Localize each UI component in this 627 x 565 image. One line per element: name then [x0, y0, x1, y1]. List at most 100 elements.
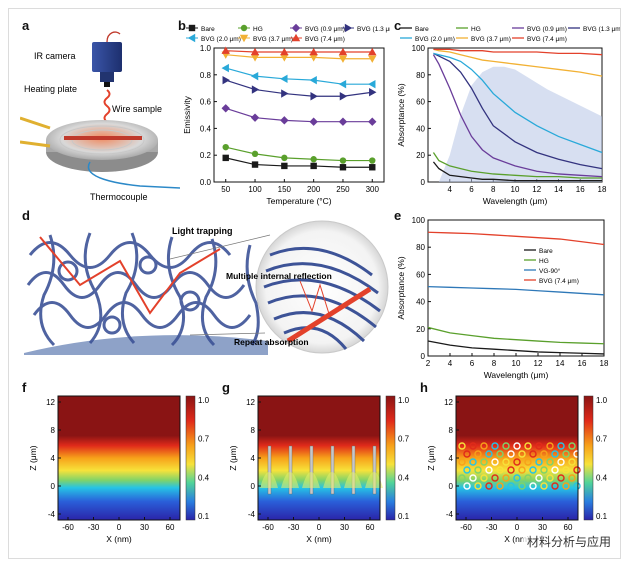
data-point — [281, 89, 289, 98]
field-hotspot — [568, 442, 576, 450]
y-tick-label: 40 — [416, 298, 425, 307]
nanowall — [309, 445, 314, 495]
magnified-view-icon — [255, 220, 389, 354]
series-line — [225, 50, 373, 53]
colorbar-label: 1.0 — [398, 396, 410, 405]
x-axis-label: X (nm) — [306, 534, 332, 544]
lead-wire-icon — [20, 116, 51, 130]
legend-label: HG — [539, 258, 549, 265]
legend-label: VG-90° — [539, 267, 561, 275]
nanowall — [330, 445, 335, 495]
legend-label: Bare — [201, 26, 215, 33]
field-hotspot — [480, 474, 488, 482]
field-hotspot — [551, 466, 559, 474]
legend-label: BVG (7.4 μm) — [527, 36, 567, 43]
panel-label-h: h — [420, 380, 428, 395]
x-axis-label: Wavelength (μm) — [484, 370, 549, 380]
series-line — [225, 54, 373, 60]
data-point — [250, 47, 260, 56]
legend-label: BVG (1.3 μm) — [357, 26, 390, 33]
field-hotspot — [568, 458, 576, 466]
field-hotspot — [513, 442, 521, 450]
field-hotspot — [485, 482, 493, 490]
watermark: 材料分析与应用 — [522, 532, 615, 551]
field-hotspot — [463, 466, 471, 474]
y-tick-label: 20 — [416, 325, 425, 334]
data-point — [369, 164, 376, 171]
panel-label-f: f — [22, 380, 27, 395]
x-tick-label: 30 — [340, 523, 349, 532]
field-hotspot — [463, 450, 471, 458]
x-tick-label: 10 — [511, 185, 520, 194]
y-tick-label: -4 — [48, 510, 56, 519]
field-hotspot — [474, 482, 482, 490]
y-tick-label: -4 — [446, 510, 454, 519]
panel-label-b: b — [178, 18, 186, 33]
legend-marker — [188, 24, 196, 32]
data-point — [339, 164, 347, 171]
legend-marker — [187, 33, 196, 43]
y-tick-label: 12 — [46, 398, 55, 407]
y-tick-label: 4 — [251, 454, 256, 463]
data-point — [222, 143, 229, 151]
legend-marker — [291, 23, 301, 33]
legend-label: Bare — [539, 248, 553, 255]
legend-marker — [240, 24, 248, 32]
field-hotspot — [513, 474, 521, 482]
panel-label-e: e — [394, 208, 402, 223]
nanowall — [267, 445, 272, 495]
field-hotspot — [458, 474, 466, 482]
y-tick-label: 8 — [251, 426, 256, 435]
chart-f: -60 -30 0 30 60 12 8 4 0 -4 X (nm) Z (μm) 1.0 0.7 0.4 0… — [28, 395, 210, 544]
substrate-icon — [24, 335, 268, 355]
x-tick-label: 0 — [515, 523, 520, 532]
legend-label: BVG (0.9 μm) — [527, 26, 567, 33]
y-axis-label: Absorptance (%) — [396, 256, 406, 319]
chart-h: -60 -30 0 30 60 12 8 4 0 -4 X (nm) Z (μm) 1.0 0.7 0.4 0… — [426, 395, 608, 544]
field-hotspot — [480, 458, 488, 466]
y-axis-label: Emissivity — [182, 95, 192, 134]
legend-label: BVG (7.4 μm) — [539, 278, 579, 285]
y-tick-label: 0 — [51, 482, 56, 491]
field-hotspot — [535, 442, 543, 450]
plot-area — [213, 47, 385, 183]
label-wire-sample: Wire sample — [112, 104, 162, 114]
legend-marker — [344, 23, 353, 33]
x-axis-label: X (nm) — [106, 534, 132, 544]
field-hotspot — [469, 458, 477, 466]
y-tick-label: 0 — [251, 482, 256, 491]
data-point — [280, 116, 289, 125]
x-tick-label: 150 — [278, 185, 292, 194]
x-tick-label: -30 — [288, 523, 300, 532]
x-tick-label: 50 — [221, 185, 230, 194]
field-hotspot — [562, 482, 570, 490]
data-point — [281, 162, 288, 170]
field-hotspot — [573, 482, 581, 490]
x-tick-label: 18 — [600, 359, 609, 368]
field-map — [258, 396, 380, 520]
x-tick-label: -60 — [262, 523, 274, 532]
data-point — [368, 47, 377, 56]
label-multiple-internal-reflection: Multiple internal reflection — [226, 271, 332, 281]
colorbar — [185, 395, 196, 521]
legend-marker — [291, 33, 301, 42]
y-tick-label: 0.0 — [200, 178, 212, 187]
field-hotspot — [557, 442, 565, 450]
series-line — [225, 79, 373, 97]
series-line — [433, 48, 603, 56]
chart-e: 2 4 6 8 10 12 14 16 18 0 20 40 60 80 100 Wavelength (μm… — [396, 216, 609, 380]
ir-radiation-icon — [103, 89, 111, 123]
x-tick-label: 200 — [307, 185, 321, 194]
field-hotspot — [502, 474, 510, 482]
data-point — [250, 54, 260, 62]
field-hotspot — [524, 442, 532, 450]
x-tick-label: 18 — [598, 185, 607, 194]
x-tick-label: 12 — [532, 185, 541, 194]
y-tick-label: 20 — [416, 151, 425, 160]
data-point — [368, 55, 377, 63]
legend-label: HG — [253, 26, 263, 33]
x-axis-label: Temperature (°C) — [266, 196, 331, 206]
field-hotspot — [491, 458, 499, 466]
field-hotspot — [551, 482, 559, 490]
y-tick-label: 4 — [449, 454, 454, 463]
